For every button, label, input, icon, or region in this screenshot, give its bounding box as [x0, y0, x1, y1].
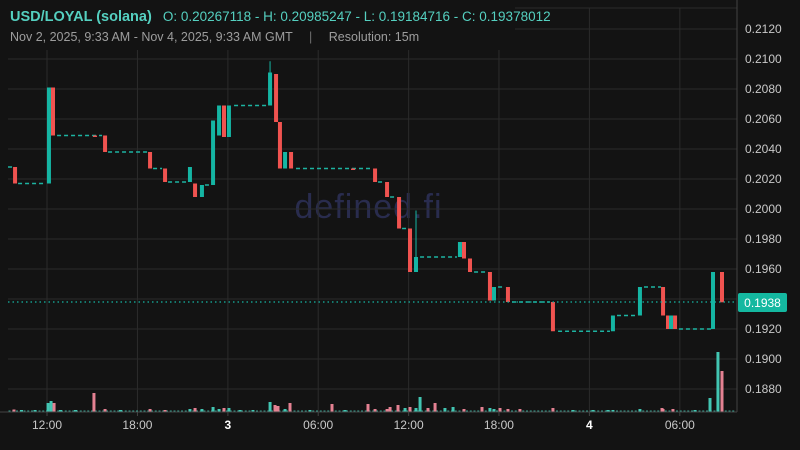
- svg-text:0.2040: 0.2040: [745, 142, 782, 156]
- svg-text:0.1960: 0.1960: [745, 262, 782, 276]
- svg-text:3: 3: [225, 418, 232, 432]
- svg-text:0.2080: 0.2080: [745, 82, 782, 96]
- ohlc-values: O: 0.20267118 - H: 0.20985247 - L: 0.191…: [162, 9, 551, 24]
- svg-text:0.1980: 0.1980: [745, 232, 782, 246]
- svg-text:06:00: 06:00: [665, 418, 695, 432]
- price-axis[interactable]: [737, 0, 800, 412]
- svg-text:18:00: 18:00: [484, 418, 514, 432]
- svg-text:12:00: 12:00: [32, 418, 62, 432]
- time-axis[interactable]: [0, 413, 737, 450]
- legend-line-2: Nov 2, 2025, 9:33 AM - Nov 4, 2025, 9:33…: [10, 30, 515, 44]
- date-range: Nov 2, 2025, 9:33 AM - Nov 4, 2025, 9:33…: [10, 30, 293, 44]
- svg-text:12:00: 12:00: [394, 418, 424, 432]
- pair-symbol: USD/LOYAL (solana): [10, 9, 152, 25]
- svg-text:0.1880: 0.1880: [745, 382, 782, 396]
- watermark: defined.fi: [294, 188, 443, 226]
- svg-text:0.1920: 0.1920: [745, 322, 782, 336]
- resolution-label: Resolution: 15m: [328, 30, 420, 44]
- svg-text:0.2000: 0.2000: [745, 202, 782, 216]
- chart-legend: USD/LOYAL (solana) O: 0.20267118 - H: 0.…: [0, 0, 551, 50]
- svg-text:0.2100: 0.2100: [745, 52, 782, 66]
- svg-text:0.2060: 0.2060: [745, 112, 782, 126]
- svg-text:4: 4: [586, 418, 593, 432]
- svg-text:0.1900: 0.1900: [745, 352, 782, 366]
- legend-line-1: USD/LOYAL (solana) O: 0.20267118 - H: 0.…: [10, 9, 551, 25]
- svg-text:06:00: 06:00: [303, 418, 333, 432]
- separator: |: [309, 30, 313, 44]
- last-price-badge: 0.1938: [738, 293, 787, 312]
- svg-text:18:00: 18:00: [122, 418, 152, 432]
- svg-text:0.2020: 0.2020: [745, 172, 782, 186]
- svg-text:0.2120: 0.2120: [745, 22, 782, 36]
